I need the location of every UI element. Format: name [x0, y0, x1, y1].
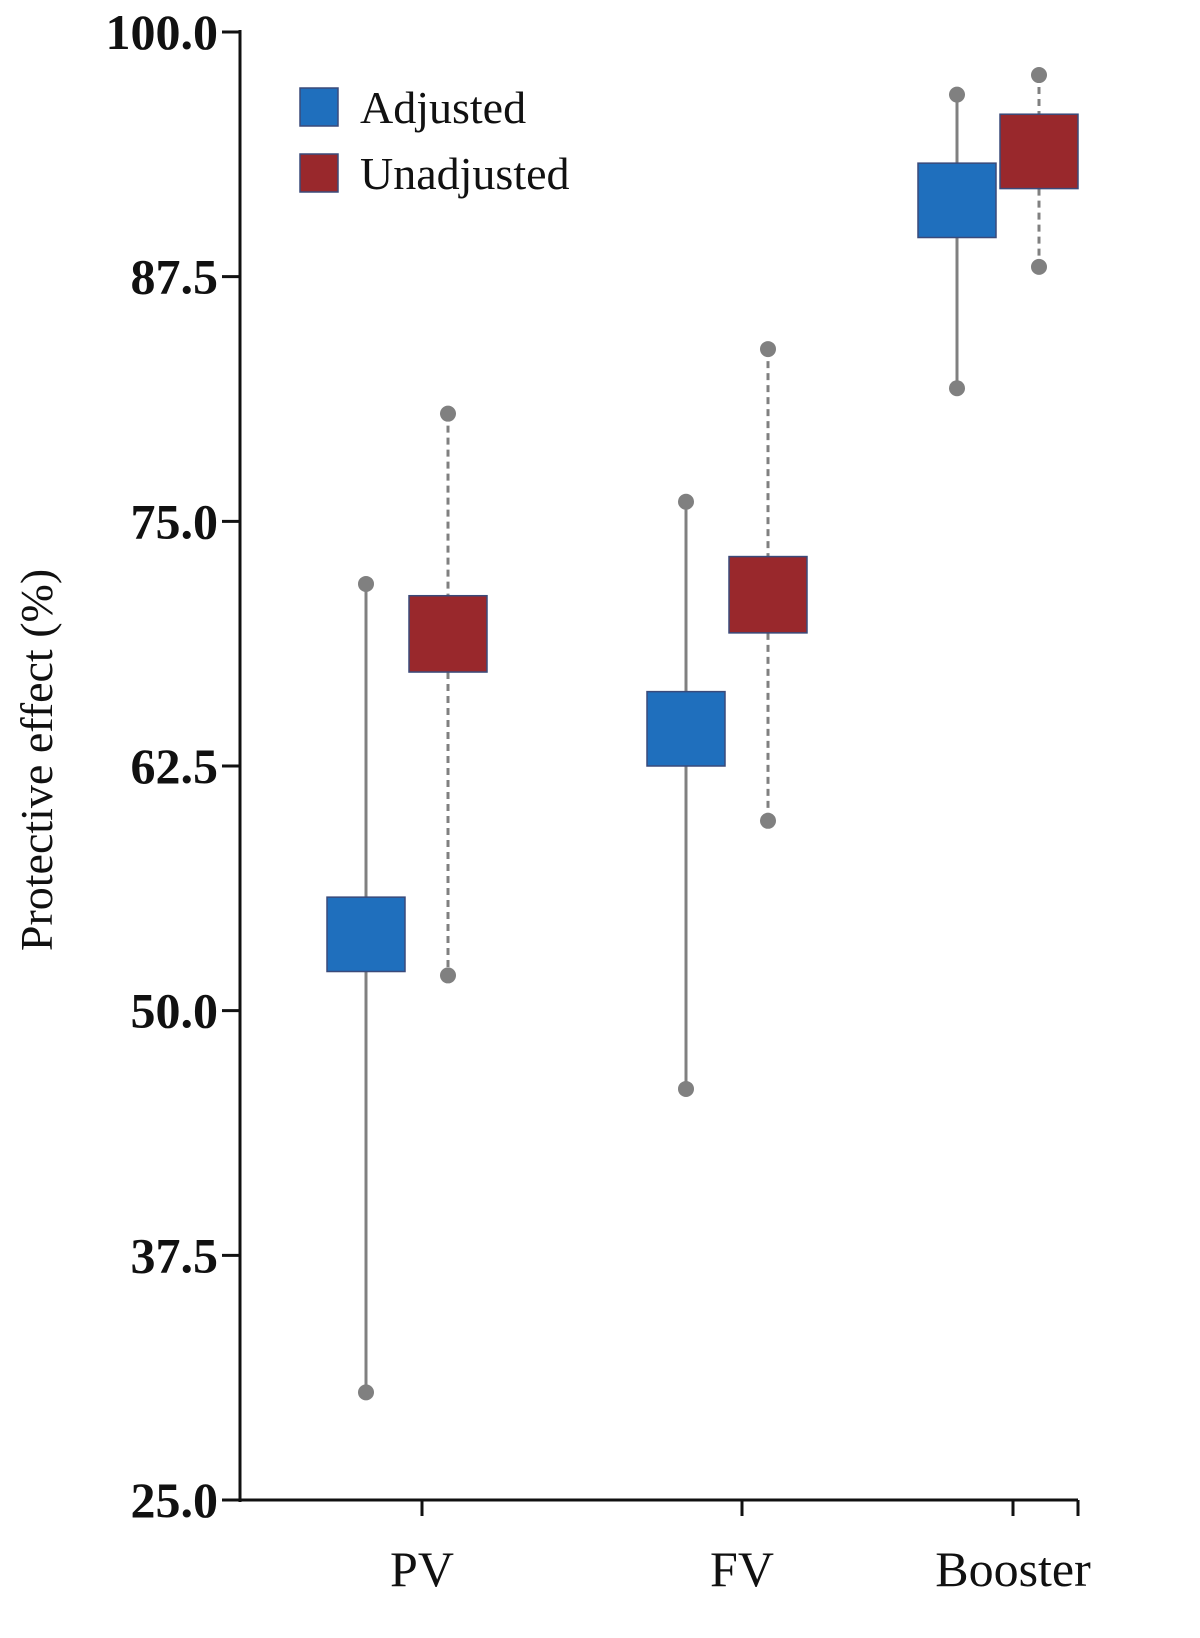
- x-tick-label-booster: Booster: [935, 1541, 1091, 1597]
- adjusted-booster-low-point: [949, 380, 965, 397]
- adjusted-fv-low-point: [678, 1080, 694, 1097]
- y-tick-label: 50.0: [131, 983, 219, 1039]
- y-tick-label: 37.5: [131, 1227, 219, 1283]
- unadjusted-pv-box: [408, 594, 488, 673]
- unadjusted-fv-high-point: [760, 341, 776, 358]
- y-tick-label: 100.0: [106, 4, 219, 60]
- y-axis-title: Protective effect (%): [11, 569, 62, 951]
- axes: 100.0 87.5 75.0 62.5 50.0 37.5 25.0 PV FV Booster: [106, 4, 1092, 1597]
- y-tick-label: 75.0: [131, 493, 219, 549]
- adjusted-pv-low-point: [358, 1384, 374, 1401]
- unadjusted-pv-high-point: [440, 405, 456, 422]
- adjusted-booster-high-point: [949, 86, 965, 103]
- plot-area: [326, 67, 1079, 1401]
- legend-swatch-adjusted: [299, 87, 339, 127]
- legend-label-adjusted: Adjusted: [360, 82, 526, 133]
- adjusted-pv-high-point: [358, 575, 374, 592]
- legend: Adjusted Unadjusted: [299, 82, 570, 199]
- adjusted-pv-box: [326, 896, 406, 973]
- x-tick-label-fv: FV: [710, 1541, 774, 1597]
- legend-label-unadjusted: Unadjusted: [360, 148, 570, 199]
- unadjusted-booster-box: [999, 113, 1079, 190]
- y-tick-label: 87.5: [131, 249, 219, 305]
- legend-swatch-unadjusted: [299, 153, 339, 193]
- y-tick-label: 62.5: [131, 738, 219, 794]
- unadjusted-booster-high-point: [1031, 67, 1047, 84]
- unadjusted-fv-low-point: [760, 812, 776, 829]
- adjusted-fv-box: [646, 690, 726, 767]
- unadjusted-pv-low-point: [440, 967, 456, 984]
- y-tick-label: 25.0: [131, 1472, 219, 1528]
- unadjusted-booster-low-point: [1031, 258, 1047, 275]
- unadjusted-fv-box: [728, 555, 808, 634]
- x-tick-label-pv: PV: [390, 1541, 454, 1597]
- adjusted-fv-high-point: [678, 493, 694, 510]
- adjusted-booster-box: [917, 162, 997, 239]
